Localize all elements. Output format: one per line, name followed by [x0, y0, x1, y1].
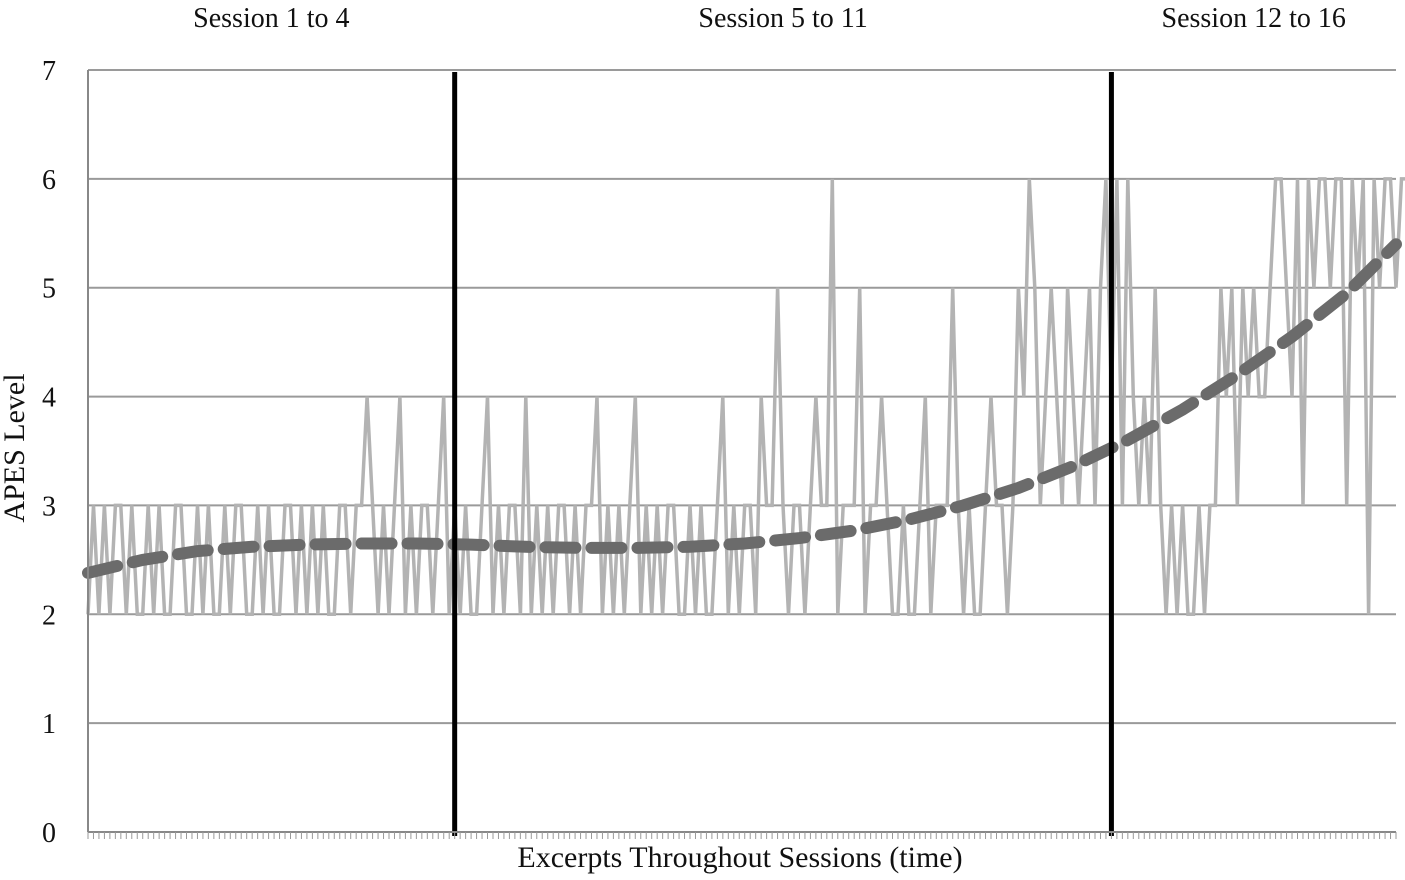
section-label-1: Session 1 to 4 [193, 3, 349, 34]
x-axis-title: Excerpts Throughout Sessions (time) [517, 841, 962, 874]
trend-series [82, 238, 1402, 579]
section-label-2: Session 5 to 11 [698, 3, 867, 34]
y-tick-label-7: 7 [42, 56, 56, 87]
y-tick-label-0: 0 [42, 818, 56, 849]
apes-ratings-line [86, 177, 1405, 617]
section-label-3: Session 12 to 16 [1162, 3, 1346, 34]
y-tick-label-2: 2 [42, 600, 56, 631]
apes-ratings-series [86, 177, 1405, 617]
session-dividers [452, 72, 1114, 836]
labels: 0 1 2 3 4 5 6 7 Session 1 to 4 Session 5 to 11 Ses… [42, 3, 1346, 849]
y-tick-label-1: 1 [42, 709, 56, 740]
y-tick-label-3: 3 [42, 491, 56, 522]
trend-line [82, 238, 1402, 579]
y-axis-title: APES Level [0, 373, 31, 522]
y-tick-label-6: 6 [42, 165, 56, 196]
axes [87, 70, 1397, 839]
y-tick-label-5: 5 [42, 274, 56, 305]
y-tick-label-4: 4 [42, 383, 56, 414]
gridlines [88, 69, 1396, 725]
